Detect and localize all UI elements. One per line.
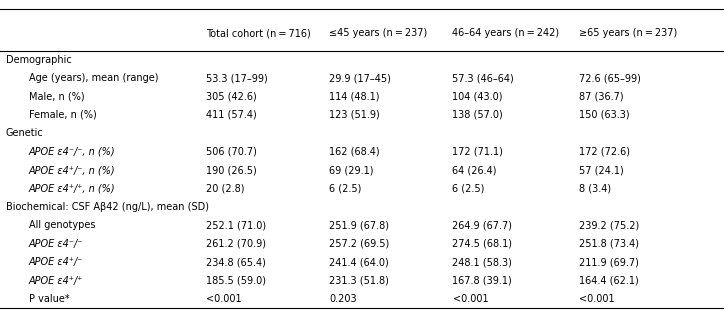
Text: 411 (57.4): 411 (57.4) xyxy=(206,110,257,120)
Text: 248.1 (58.3): 248.1 (58.3) xyxy=(452,257,513,267)
Text: 138 (57.0): 138 (57.0) xyxy=(452,110,503,120)
Text: 104 (43.0): 104 (43.0) xyxy=(452,92,503,101)
Text: 123 (51.9): 123 (51.9) xyxy=(329,110,380,120)
Text: Male, n (%): Male, n (%) xyxy=(29,92,85,101)
Text: 251.8 (73.4): 251.8 (73.4) xyxy=(579,239,639,249)
Text: APOE ε4⁺/⁻, n (%): APOE ε4⁺/⁻, n (%) xyxy=(29,165,116,175)
Text: Total cohort (n = 716): Total cohort (n = 716) xyxy=(206,28,311,38)
Text: 0.203: 0.203 xyxy=(329,294,357,304)
Text: 114 (48.1): 114 (48.1) xyxy=(329,92,380,101)
Text: APOE ε4⁻/⁻, n (%): APOE ε4⁻/⁻, n (%) xyxy=(29,147,116,157)
Text: Demographic: Demographic xyxy=(6,55,72,65)
Text: 234.8 (65.4): 234.8 (65.4) xyxy=(206,257,266,267)
Text: 185.5 (59.0): 185.5 (59.0) xyxy=(206,276,266,286)
Text: 72.6 (65–99): 72.6 (65–99) xyxy=(579,73,641,83)
Text: 20 (2.8): 20 (2.8) xyxy=(206,184,245,193)
Text: APOE ε4⁺/⁺: APOE ε4⁺/⁺ xyxy=(29,276,83,286)
Text: P value*: P value* xyxy=(29,294,70,304)
Text: 261.2 (70.9): 261.2 (70.9) xyxy=(206,239,266,249)
Text: ≥65 years (n = 237): ≥65 years (n = 237) xyxy=(579,28,678,38)
Text: Age (years), mean (range): Age (years), mean (range) xyxy=(29,73,159,83)
Text: 8 (3.4): 8 (3.4) xyxy=(579,184,611,193)
Text: 87 (36.7): 87 (36.7) xyxy=(579,92,624,101)
Text: 172 (72.6): 172 (72.6) xyxy=(579,147,630,157)
Text: 64 (26.4): 64 (26.4) xyxy=(452,165,497,175)
Text: 274.5 (68.1): 274.5 (68.1) xyxy=(452,239,513,249)
Text: 164.4 (62.1): 164.4 (62.1) xyxy=(579,276,639,286)
Text: 6 (2.5): 6 (2.5) xyxy=(329,184,362,193)
Text: 57.3 (46–64): 57.3 (46–64) xyxy=(452,73,514,83)
Text: 231.3 (51.8): 231.3 (51.8) xyxy=(329,276,390,286)
Text: ≤45 years (n = 237): ≤45 years (n = 237) xyxy=(329,28,428,38)
Text: 6 (2.5): 6 (2.5) xyxy=(452,184,485,193)
Text: 257.2 (69.5): 257.2 (69.5) xyxy=(329,239,390,249)
Text: All genotypes: All genotypes xyxy=(29,220,96,230)
Text: APOE ε4⁺/⁻: APOE ε4⁺/⁻ xyxy=(29,257,83,267)
Text: Female, n (%): Female, n (%) xyxy=(29,110,97,120)
Text: 172 (71.1): 172 (71.1) xyxy=(452,147,503,157)
Text: 46–64 years (n = 242): 46–64 years (n = 242) xyxy=(452,28,560,38)
Text: 29.9 (17–45): 29.9 (17–45) xyxy=(329,73,391,83)
Text: 305 (42.6): 305 (42.6) xyxy=(206,92,257,101)
Text: APOE ε4⁺/⁺, n (%): APOE ε4⁺/⁺, n (%) xyxy=(29,184,116,193)
Text: 150 (63.3): 150 (63.3) xyxy=(579,110,630,120)
Text: 239.2 (75.2): 239.2 (75.2) xyxy=(579,220,639,230)
Text: 252.1 (71.0): 252.1 (71.0) xyxy=(206,220,266,230)
Text: <0.001: <0.001 xyxy=(452,294,488,304)
Text: 506 (70.7): 506 (70.7) xyxy=(206,147,257,157)
Text: 53.3 (17–99): 53.3 (17–99) xyxy=(206,73,268,83)
Text: 69 (29.1): 69 (29.1) xyxy=(329,165,374,175)
Text: Genetic: Genetic xyxy=(6,128,43,138)
Text: <0.001: <0.001 xyxy=(579,294,615,304)
Text: Biochemical: CSF Aβ42 (ng/L), mean (SD): Biochemical: CSF Aβ42 (ng/L), mean (SD) xyxy=(6,202,209,212)
Text: 190 (26.5): 190 (26.5) xyxy=(206,165,257,175)
Text: <0.001: <0.001 xyxy=(206,294,242,304)
Text: 241.4 (64.0): 241.4 (64.0) xyxy=(329,257,390,267)
Text: 264.9 (67.7): 264.9 (67.7) xyxy=(452,220,513,230)
Text: 57 (24.1): 57 (24.1) xyxy=(579,165,624,175)
Text: 211.9 (69.7): 211.9 (69.7) xyxy=(579,257,639,267)
Text: APOE ε4⁻/⁻: APOE ε4⁻/⁻ xyxy=(29,239,83,249)
Text: 251.9 (67.8): 251.9 (67.8) xyxy=(329,220,390,230)
Text: 167.8 (39.1): 167.8 (39.1) xyxy=(452,276,513,286)
Text: 162 (68.4): 162 (68.4) xyxy=(329,147,380,157)
